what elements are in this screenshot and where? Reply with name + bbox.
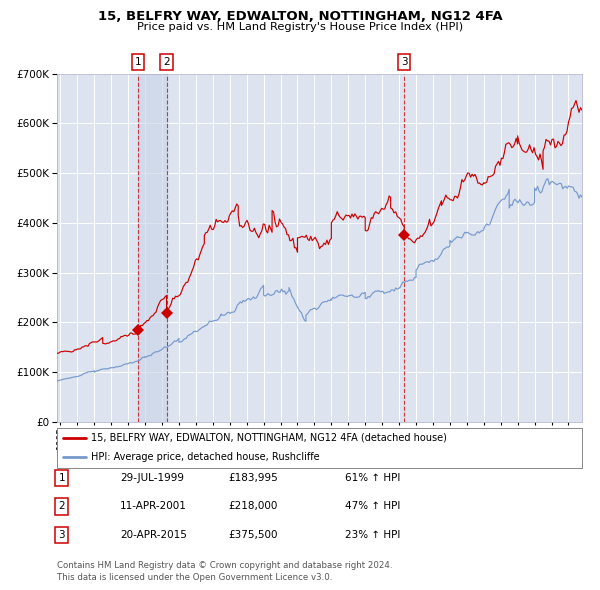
Text: 1: 1 bbox=[58, 473, 65, 483]
Text: £375,500: £375,500 bbox=[228, 530, 277, 540]
Text: 1: 1 bbox=[134, 57, 141, 67]
Bar bbox=[138, 74, 167, 422]
Text: Contains HM Land Registry data © Crown copyright and database right 2024.: Contains HM Land Registry data © Crown c… bbox=[57, 560, 392, 570]
Text: 15, BELFRY WAY, EDWALTON, NOTTINGHAM, NG12 4FA (detached house): 15, BELFRY WAY, EDWALTON, NOTTINGHAM, NG… bbox=[91, 433, 447, 442]
Text: £183,995: £183,995 bbox=[228, 473, 278, 483]
Text: 20-APR-2015: 20-APR-2015 bbox=[120, 530, 187, 540]
Text: 3: 3 bbox=[401, 57, 407, 67]
Text: 29-JUL-1999: 29-JUL-1999 bbox=[120, 473, 184, 483]
Text: 61% ↑ HPI: 61% ↑ HPI bbox=[345, 473, 400, 483]
Text: 11-APR-2001: 11-APR-2001 bbox=[120, 502, 187, 511]
Text: 2: 2 bbox=[58, 502, 65, 511]
Text: 47% ↑ HPI: 47% ↑ HPI bbox=[345, 502, 400, 511]
Text: 2: 2 bbox=[163, 57, 170, 67]
Text: Price paid vs. HM Land Registry's House Price Index (HPI): Price paid vs. HM Land Registry's House … bbox=[137, 22, 463, 32]
Text: £218,000: £218,000 bbox=[228, 502, 277, 511]
Text: This data is licensed under the Open Government Licence v3.0.: This data is licensed under the Open Gov… bbox=[57, 572, 332, 582]
Text: 15, BELFRY WAY, EDWALTON, NOTTINGHAM, NG12 4FA: 15, BELFRY WAY, EDWALTON, NOTTINGHAM, NG… bbox=[98, 10, 502, 23]
Text: 3: 3 bbox=[58, 530, 65, 540]
Text: 23% ↑ HPI: 23% ↑ HPI bbox=[345, 530, 400, 540]
Text: HPI: Average price, detached house, Rushcliffe: HPI: Average price, detached house, Rush… bbox=[91, 451, 320, 461]
